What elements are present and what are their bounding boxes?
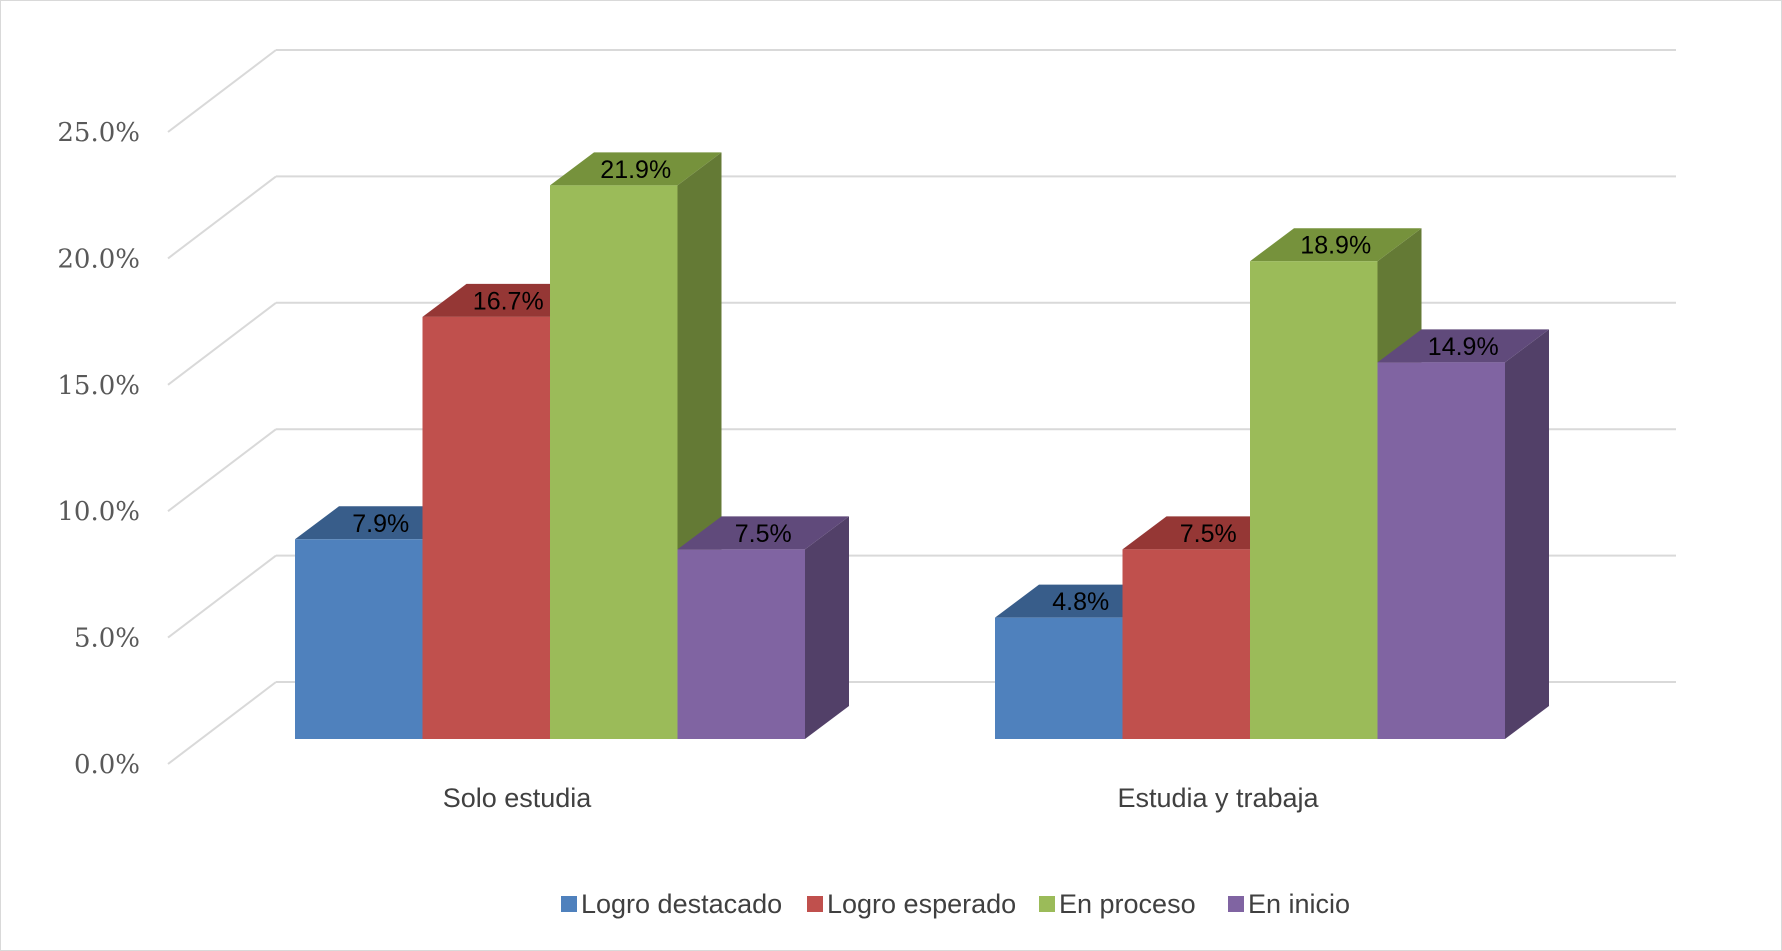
gridline-diagonal xyxy=(167,681,277,765)
bar-en-inicio-1 xyxy=(1377,329,1549,739)
bar-front xyxy=(295,539,423,739)
gridline-diagonal xyxy=(167,302,277,386)
gridline-diagonal xyxy=(167,175,277,260)
x-axis-categories: Solo estudia Estudia y trabaja xyxy=(443,783,1320,813)
data-label: 7.5% xyxy=(735,520,792,548)
legend-item: Logro esperado xyxy=(807,889,1016,919)
y-tick-label: 5.0% xyxy=(74,624,140,654)
y-axis-ticks: 0.0% 5.0% 10.0% 15.0% 20.0% 25.0% xyxy=(57,118,140,780)
bar-top xyxy=(1250,228,1422,262)
legend: Logro destacado Logro esperado En proceso E… xyxy=(561,889,1350,919)
bar-top xyxy=(550,152,722,186)
legend-item: En proceso xyxy=(1039,889,1196,919)
data-label: 18.9% xyxy=(1300,232,1371,260)
gridline-diagonal xyxy=(167,428,277,512)
data-label: 21.9% xyxy=(600,156,671,184)
bar-front xyxy=(1377,362,1505,739)
bar-front xyxy=(677,549,805,739)
data-labels: 7.9% 16.7% 21.9% 7.5% 4.8% 7.5% 18.9% 14.9% xyxy=(352,156,1498,616)
legend-item: En inicio xyxy=(1228,889,1350,919)
bar-top xyxy=(1377,329,1549,363)
bar-top xyxy=(677,516,849,550)
data-label: 14.9% xyxy=(1428,333,1499,361)
bar-en-inicio-0 xyxy=(677,516,849,739)
data-label: 7.5% xyxy=(1180,520,1237,548)
y-tick-label: 20.0% xyxy=(57,244,140,274)
legend-label: En proceso xyxy=(1059,889,1196,919)
bar-front xyxy=(550,185,678,740)
legend-swatch xyxy=(1228,896,1244,912)
gridline-diagonal xyxy=(167,49,277,133)
legend-item: Logro destacado xyxy=(561,889,782,919)
legend-label: Logro esperado xyxy=(827,889,1016,919)
legend-swatch xyxy=(1039,896,1055,912)
bar-front xyxy=(1250,261,1378,739)
bar-front xyxy=(995,617,1123,739)
legend-label: En inicio xyxy=(1248,889,1350,919)
y-tick-label: 15.0% xyxy=(57,371,140,401)
data-label: 16.7% xyxy=(473,287,544,315)
x-category-label: Estudia y trabaja xyxy=(1117,783,1319,813)
y-tick-label: 10.0% xyxy=(57,497,140,527)
y-tick-label: 0.0% xyxy=(74,750,140,780)
legend-label: Logro destacado xyxy=(581,889,782,919)
bar-front xyxy=(1122,549,1250,739)
bar-side xyxy=(805,516,849,739)
bar-side xyxy=(1505,329,1549,739)
bar-front xyxy=(422,316,550,739)
data-label: 4.8% xyxy=(1052,588,1109,616)
bars xyxy=(295,152,1549,740)
gridline-diagonal xyxy=(167,554,277,639)
legend-swatch xyxy=(807,896,823,912)
legend-swatch xyxy=(561,896,577,912)
x-category-label: Solo estudia xyxy=(443,783,593,813)
data-label: 7.9% xyxy=(352,510,409,538)
y-tick-label: 25.0% xyxy=(57,118,140,148)
